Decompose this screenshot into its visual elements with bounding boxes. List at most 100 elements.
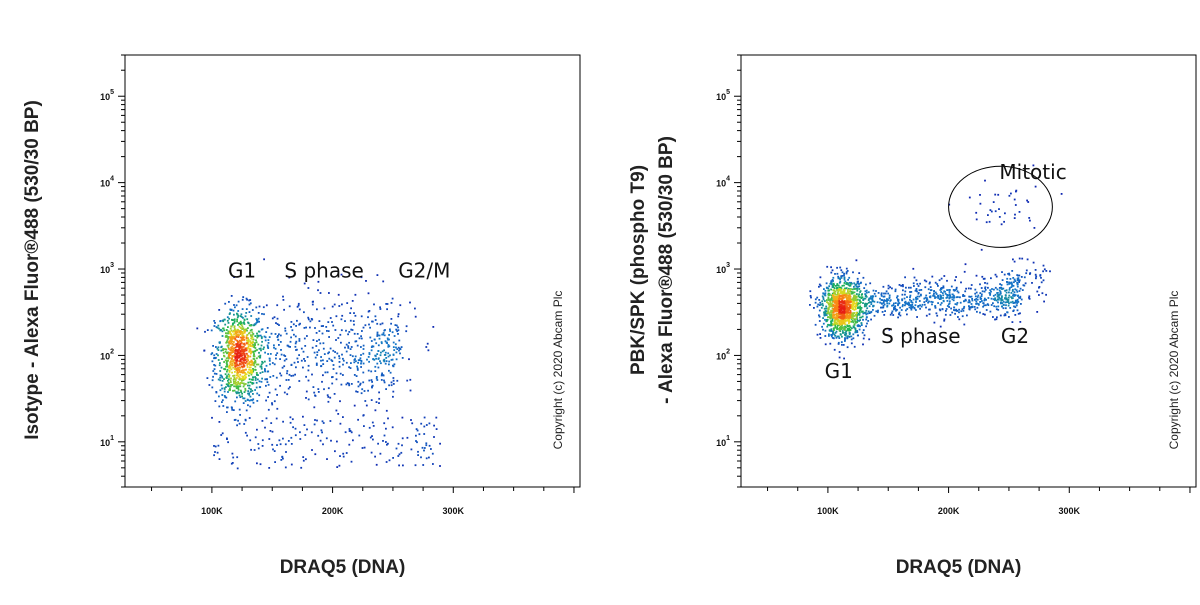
- data-point: [975, 274, 978, 277]
- data-point: [241, 346, 244, 349]
- data-point: [819, 284, 822, 287]
- data-point: [227, 373, 230, 376]
- data-point: [855, 301, 858, 304]
- data-point: [850, 306, 853, 309]
- data-point: [368, 323, 370, 326]
- data-point: [939, 294, 942, 297]
- data-point: [254, 360, 256, 363]
- data-point: [853, 285, 855, 288]
- data-point: [241, 339, 243, 342]
- data-point: [427, 349, 430, 352]
- data-point: [432, 326, 435, 328]
- data-point: [305, 326, 307, 329]
- data-point: [1028, 296, 1030, 299]
- data-point: [384, 329, 386, 331]
- data-point: [946, 294, 949, 297]
- data-point: [979, 296, 982, 299]
- data-point: [809, 304, 811, 306]
- data-point: [1004, 301, 1007, 304]
- data-point: [1001, 288, 1003, 290]
- data-point: [835, 293, 837, 296]
- data-point: [213, 368, 216, 370]
- data-point: [235, 367, 238, 370]
- data-point: [914, 304, 917, 307]
- data-point: [837, 301, 839, 304]
- data-point: [350, 431, 353, 434]
- data-point: [219, 379, 222, 382]
- data-point: [933, 295, 936, 298]
- data-point: [984, 286, 987, 289]
- data-point: [1014, 204, 1017, 206]
- data-point: [870, 303, 873, 305]
- data-point: [946, 300, 949, 302]
- data-point: [838, 289, 841, 292]
- data-point: [1001, 279, 1004, 281]
- data-point: [846, 329, 849, 332]
- data-point: [832, 304, 835, 306]
- data-point: [206, 377, 209, 379]
- data-point: [843, 308, 846, 310]
- data-point: [247, 332, 250, 335]
- data-point: [273, 450, 276, 452]
- data-point: [1018, 279, 1021, 282]
- data-point: [834, 285, 837, 287]
- data-point: [235, 359, 237, 362]
- data-point: [231, 357, 233, 360]
- data-point: [841, 307, 843, 309]
- data-point: [397, 346, 400, 349]
- data-point: [925, 294, 928, 297]
- data-point: [311, 318, 314, 321]
- data-point: [356, 391, 359, 393]
- data-point: [842, 344, 845, 346]
- data-point: [840, 298, 843, 300]
- data-point: [1008, 287, 1011, 289]
- data-point: [1007, 304, 1010, 307]
- data-point: [394, 343, 397, 346]
- data-point: [348, 341, 350, 344]
- data-point: [975, 291, 978, 294]
- data-point: [241, 334, 244, 337]
- data-point: [859, 309, 861, 312]
- data-point: [238, 331, 241, 334]
- data-point: [994, 210, 997, 213]
- data-point: [233, 374, 236, 377]
- data-point: [417, 450, 419, 453]
- data-point: [236, 383, 239, 386]
- data-point: [241, 392, 243, 395]
- data-point: [249, 366, 252, 369]
- data-point: [348, 384, 351, 387]
- data-point: [862, 343, 864, 346]
- data-point: [280, 374, 283, 377]
- data-point: [249, 363, 252, 366]
- data-point: [935, 296, 937, 299]
- data-point: [1006, 281, 1009, 284]
- data-point: [238, 334, 240, 337]
- data-point: [851, 315, 854, 318]
- data-point: [913, 276, 916, 279]
- data-point: [240, 341, 243, 344]
- data-point: [939, 325, 942, 328]
- data-point: [893, 308, 895, 311]
- data-point: [831, 297, 833, 299]
- data-point: [851, 291, 854, 294]
- data-point: [439, 442, 441, 445]
- data-point: [213, 454, 215, 457]
- data-point: [224, 368, 226, 371]
- data-point: [843, 274, 845, 277]
- data-point: [910, 301, 913, 303]
- data-point: [975, 303, 977, 305]
- data-point: [406, 436, 409, 439]
- data-point: [367, 369, 370, 372]
- data-point: [387, 338, 389, 341]
- data-point: [995, 308, 998, 311]
- x-tick-label: 300K: [1059, 506, 1081, 516]
- data-point: [342, 359, 345, 362]
- data-point: [317, 388, 320, 390]
- data-point: [230, 295, 233, 297]
- data-point: [987, 286, 989, 289]
- data-point: [882, 302, 885, 304]
- data-point: [829, 317, 832, 320]
- data-point: [928, 282, 931, 285]
- data-point: [836, 305, 839, 308]
- data-point: [1001, 302, 1004, 304]
